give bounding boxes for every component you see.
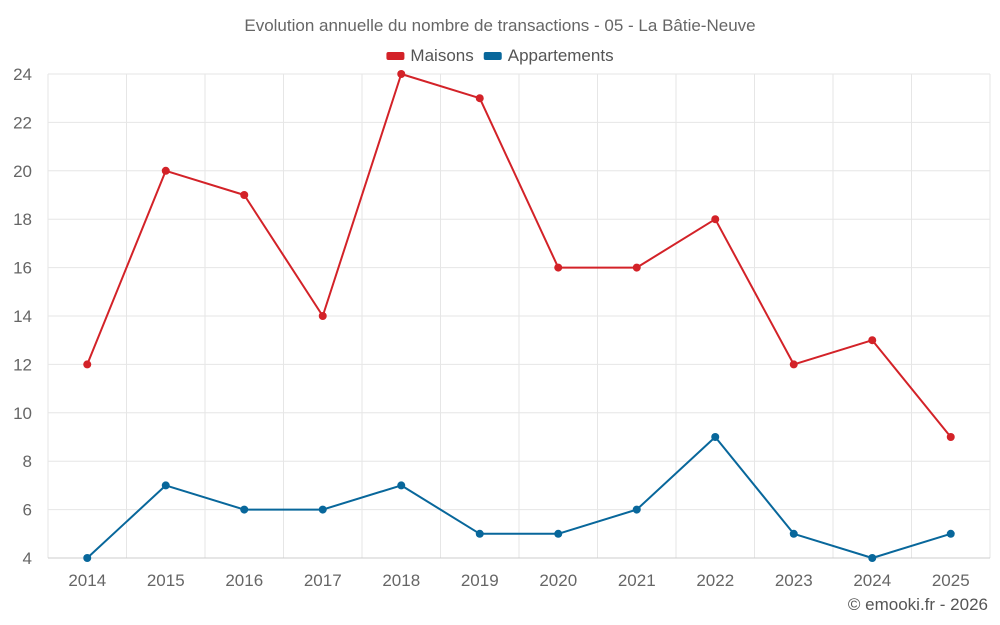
series-line-maisons (86, 73, 952, 438)
data-point-appartements[interactable] (475, 529, 484, 538)
legend-label: Maisons (410, 46, 473, 65)
series-line-appartements (86, 436, 952, 559)
grid (47, 73, 991, 559)
y-tick-label: 10 (13, 404, 32, 423)
x-tick-label: 2022 (696, 571, 734, 590)
series-group (83, 70, 955, 562)
data-point-maisons[interactable] (318, 312, 327, 320)
data-point-maisons[interactable] (632, 263, 641, 272)
y-tick-label: 12 (13, 355, 32, 374)
legend-swatch (386, 52, 405, 60)
x-tick-label: 2015 (147, 571, 185, 590)
data-point-appartements[interactable] (868, 554, 877, 562)
y-tick-label: 4 (23, 549, 32, 568)
data-point-appartements[interactable] (632, 505, 641, 514)
data-point-maisons[interactable] (789, 360, 798, 369)
credit-text: © emooki.fr - 2026 (848, 595, 988, 614)
y-tick-label: 16 (13, 259, 32, 278)
data-point-appartements[interactable] (83, 554, 92, 562)
series-appartements (83, 433, 955, 562)
data-point-maisons[interactable] (554, 263, 563, 272)
y-tick-label: 14 (13, 307, 32, 326)
y-tick-label: 6 (23, 501, 32, 520)
y-tick-label: 22 (13, 113, 32, 132)
data-point-maisons[interactable] (83, 360, 92, 369)
data-point-maisons[interactable] (240, 191, 249, 199)
data-point-appartements[interactable] (161, 481, 170, 490)
x-tick-label: 2021 (618, 571, 656, 590)
x-axis: 2014 2015 2016 2017 2018 2019 2020 2021 2022 2023… (68, 571, 969, 590)
data-point-appartements[interactable] (711, 433, 720, 441)
legend-item-maisons[interactable]: Maisons (386, 46, 474, 65)
data-point-appartements[interactable] (789, 529, 798, 538)
x-tick-label: 2014 (68, 571, 106, 590)
x-tick-label: 2019 (461, 571, 499, 590)
data-point-maisons[interactable] (946, 433, 955, 441)
y-tick-label: 24 (13, 65, 32, 84)
y-tick-label: 8 (23, 452, 32, 471)
x-tick-label: 2017 (304, 571, 342, 590)
data-point-appartements[interactable] (318, 505, 327, 514)
legend: Maisons Appartements (386, 46, 614, 65)
series-maisons (83, 70, 955, 441)
data-point-appartements[interactable] (946, 529, 955, 538)
x-tick-label: 2023 (775, 571, 813, 590)
data-point-maisons[interactable] (868, 336, 877, 345)
data-point-appartements[interactable] (397, 481, 406, 490)
data-point-maisons[interactable] (711, 215, 720, 224)
legend-swatch (483, 52, 502, 60)
y-axis: 4 6 8 10 12 14 16 18 20 22 24 (13, 65, 32, 568)
x-tick-label: 2016 (225, 571, 263, 590)
x-tick-label: 2018 (382, 571, 420, 590)
legend-label: Appartements (508, 46, 614, 65)
legend-item-appartements[interactable]: Appartements (483, 46, 614, 65)
data-point-maisons[interactable] (475, 94, 484, 103)
x-tick-label: 2020 (539, 571, 577, 590)
chart-title: Evolution annuelle du nombre de transact… (244, 16, 755, 35)
y-tick-label: 20 (13, 162, 32, 181)
data-point-appartements[interactable] (240, 505, 249, 514)
x-tick-label: 2024 (853, 571, 891, 590)
data-point-appartements[interactable] (554, 529, 563, 538)
data-point-maisons[interactable] (397, 70, 406, 78)
x-tick-label: 2025 (932, 571, 970, 590)
y-tick-label: 18 (13, 210, 32, 229)
data-point-maisons[interactable] (161, 166, 170, 175)
